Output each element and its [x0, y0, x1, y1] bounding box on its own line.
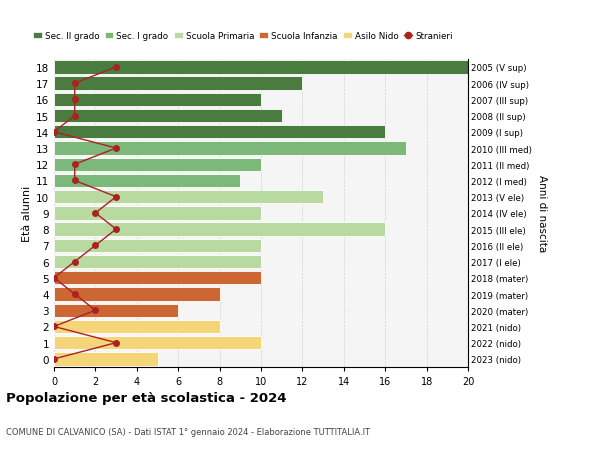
Bar: [54, 190, 323, 204]
Bar: [54, 142, 406, 155]
Bar: [54, 207, 261, 220]
Bar: [54, 304, 178, 317]
Bar: [54, 336, 261, 350]
Bar: [54, 158, 261, 172]
Bar: [54, 126, 385, 139]
Bar: [54, 320, 220, 333]
Text: COMUNE DI CALVANICO (SA) - Dati ISTAT 1° gennaio 2024 - Elaborazione TUTTITALIA.: COMUNE DI CALVANICO (SA) - Dati ISTAT 1°…: [6, 427, 370, 436]
Bar: [54, 288, 220, 301]
Y-axis label: Età alunni: Età alunni: [22, 185, 32, 241]
Legend: Sec. II grado, Sec. I grado, Scuola Primaria, Scuola Infanzia, Asilo Nido, Stran: Sec. II grado, Sec. I grado, Scuola Prim…: [29, 28, 457, 45]
Bar: [54, 272, 261, 285]
Bar: [54, 110, 282, 123]
Bar: [54, 94, 261, 107]
Bar: [54, 255, 261, 269]
Bar: [54, 61, 468, 74]
Bar: [54, 223, 385, 236]
Text: Popolazione per età scolastica - 2024: Popolazione per età scolastica - 2024: [6, 391, 287, 404]
Bar: [54, 174, 240, 188]
Bar: [54, 239, 261, 252]
Bar: [54, 77, 302, 90]
Bar: [54, 353, 157, 366]
Y-axis label: Anni di nascita: Anni di nascita: [537, 175, 547, 252]
